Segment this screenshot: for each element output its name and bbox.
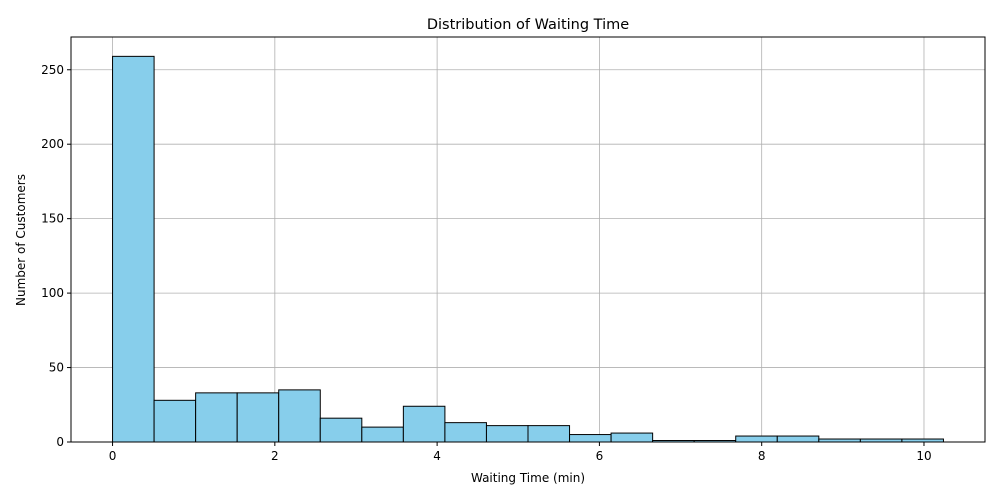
x-axis-title: Waiting Time (min): [471, 471, 585, 485]
histogram-bar: [319, 417, 363, 443]
x-tick-label: 0: [109, 449, 117, 463]
y-tick-label: 150: [41, 212, 64, 226]
histogram-bar: [485, 425, 529, 443]
y-axis-title: Number of Customers: [14, 174, 28, 306]
y-axis-ticks: 0 50 100 150 200 250: [41, 63, 71, 449]
histogram-bar: [236, 392, 280, 443]
histogram-bar: [776, 435, 820, 443]
x-axis-ticks: 0 2 4 6 8 10: [109, 442, 932, 463]
histogram-bar: [610, 432, 654, 443]
y-tick-label: 250: [41, 63, 64, 77]
grid-lines: [71, 37, 985, 443]
x-tick-label: 2: [271, 449, 279, 463]
x-tick-label: 8: [758, 449, 766, 463]
histogram-bar: [444, 422, 487, 443]
histogram-bar: [361, 426, 404, 443]
histogram-bar: [112, 55, 155, 443]
y-tick-label: 200: [41, 137, 64, 151]
histogram-bar: [735, 435, 778, 443]
histogram-bar: [402, 405, 446, 443]
y-tick-label: 0: [56, 435, 64, 449]
x-tick-label: 6: [596, 449, 604, 463]
chart-title: Distribution of Waiting Time: [427, 17, 629, 33]
histogram-bar: [153, 399, 197, 443]
x-tick-label: 10: [916, 449, 931, 463]
y-tick-label: 50: [49, 361, 64, 375]
histogram-bars: [112, 55, 944, 443]
histogram-bar: [569, 434, 612, 443]
histogram-bar: [527, 425, 571, 443]
axes-frame: [70, 36, 986, 443]
histogram-bar: [195, 392, 238, 443]
histogram-bar: [278, 389, 321, 443]
y-tick-label: 100: [41, 286, 64, 300]
x-tick-label: 4: [433, 449, 441, 463]
